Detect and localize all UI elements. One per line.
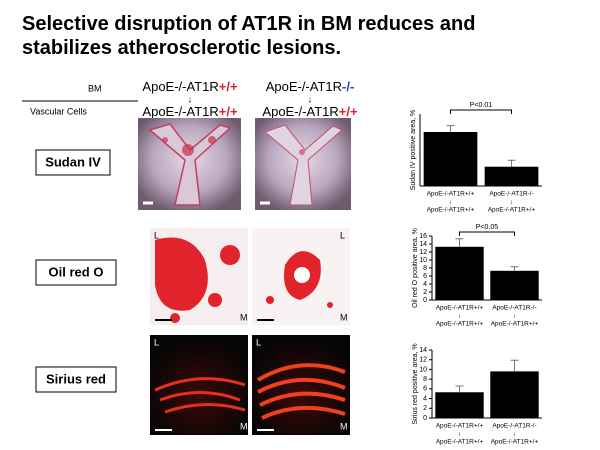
column-bm: ApoE-/-AT1R-/- [266,79,355,94]
x-tick-label: ApoE-/-AT1R+/+ [436,321,484,328]
x-tick-label: ApoE-/-AT1R+/+ [436,305,484,312]
arrow: ↓ [188,94,193,104]
image-label: L [154,230,159,240]
y-tick-label: 0 [423,297,427,304]
y-tick-label: 0 [423,415,427,422]
bar [484,166,539,186]
y-tick-label: 12 [419,249,427,256]
y-tick-label: 16 [419,233,427,240]
arrow: ↓ [308,94,313,104]
row-label: Sirius red [46,371,106,386]
bracket [459,231,515,236]
x-tick-label: ApoE-/-AT1R+/+ [491,439,539,446]
bar [423,132,478,186]
bar [435,392,484,418]
y-tick-label: 12 [419,357,427,364]
image-label: M [240,421,248,431]
row-box [35,149,111,176]
y-tick-label: 8 [423,376,427,383]
image [255,118,351,210]
x-tick-label: ApoE-/-AT1R+/+ [488,207,536,214]
bm-label: BM [88,83,102,93]
column-vascular: ApoE-/-AT1R+/+ [262,104,358,119]
annotation: P<0.05 [476,224,498,231]
y-tick-label: 6 [423,386,427,393]
x-tick-label: ApoE-/-AT1R+/+ [491,321,539,328]
y-tick-label: 4 [423,281,427,288]
y-tick-label: 14 [419,347,427,354]
x-tick-label: ApoE-/-AT1R-/- [492,423,536,430]
x-tick-label: ApoE-/-AT1R-/- [492,305,536,312]
y-tick-label: 10 [419,366,427,373]
image-label: M [240,312,248,322]
image-label: M [340,312,348,322]
image [252,228,350,325]
x-tick-label: ↓ [458,431,461,438]
x-tick-label: ↓ [458,313,461,320]
bar [490,371,539,418]
x-tick-label: ApoE-/-AT1R+/+ [436,423,484,430]
error-bar [455,385,464,393]
x-tick-label: ↓ [513,431,516,438]
y-tick-label: 6 [423,273,427,280]
image [252,335,350,435]
bracket [450,109,512,114]
x-tick-label: ApoE-/-AT1R-/- [489,191,533,198]
error-bar [507,159,516,167]
image-label: L [256,337,261,347]
bar [490,270,539,300]
error-bar [510,359,519,372]
y-axis-label: Sudan IV positive area, % [410,110,417,191]
image-label: L [340,230,345,240]
error-bar [446,125,455,132]
x-tick-label: ApoE-/-AT1R+/+ [436,439,484,446]
row-label: Sudan IV [45,154,101,169]
y-tick-label: 8 [423,265,427,272]
error-bar [455,238,464,247]
error-bar [510,266,519,271]
y-tick-label: 14 [419,241,427,248]
image-label: M [340,421,348,431]
y-tick-label: 2 [423,289,427,296]
image [150,228,248,325]
image [150,335,248,435]
y-tick-label: 2 [423,405,427,412]
y-tick-label: 10 [419,257,427,264]
x-tick-label: ↓ [449,199,452,206]
column-bm: ApoE-/-AT1R+/+ [142,79,238,94]
title-line: stabilizes atherosclerotic lesions. [22,37,341,59]
annotation: P<0.01 [470,102,492,109]
title-line: Selective disruption of AT1R in BM reduc… [22,13,475,35]
row-box [35,259,117,286]
vascular-label: Vascular Cells [30,106,87,116]
y-axis-label: Oil red O positive area, % [412,228,419,308]
image-label: L [154,337,159,347]
x-tick-label: ApoE-/-AT1R+/+ [427,191,475,198]
row-box [35,366,117,393]
y-axis-label: Sirius red positive area, % [412,343,419,424]
column-vascular: ApoE-/-AT1R+/+ [142,104,238,119]
bar [435,246,484,300]
row-label: Oil red O [49,264,104,279]
x-tick-label: ↓ [513,313,516,320]
image [138,118,241,210]
x-tick-label: ApoE-/-AT1R+/+ [427,207,475,214]
y-tick-label: 4 [423,395,427,402]
x-tick-label: ↓ [510,199,513,206]
